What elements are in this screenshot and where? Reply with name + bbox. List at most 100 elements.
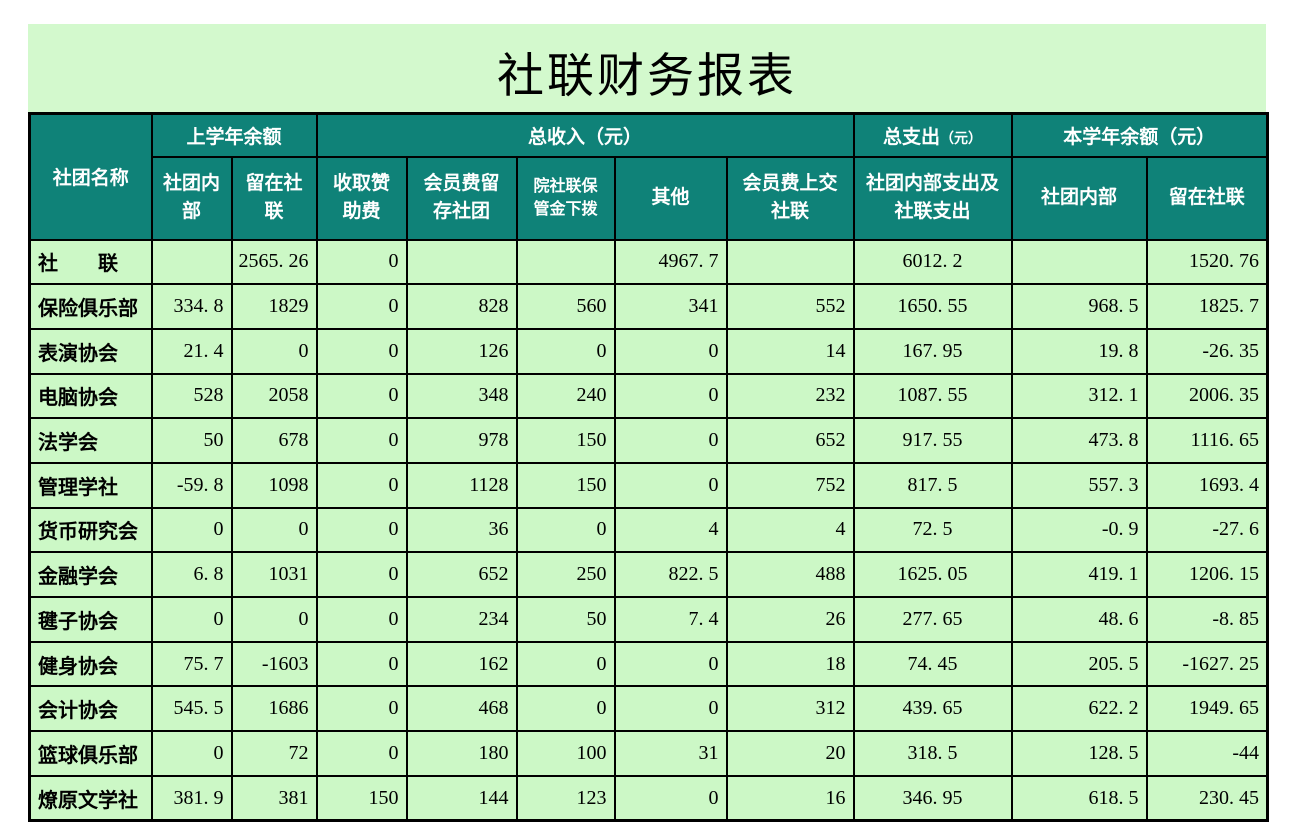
value-cell: 0	[613, 774, 728, 822]
table-row: 毽子协会 0 0 0 234 50 7. 4 26 277. 65 48. 6 -8. 85	[28, 596, 1269, 643]
value-cell: 1128	[405, 461, 518, 509]
value-cell: 381. 9	[150, 774, 233, 822]
value-cell: 0	[515, 506, 616, 554]
value-cell: 552	[725, 283, 855, 330]
col-group-last-year-balance: 上学年余额	[150, 112, 318, 158]
value-cell: 150	[515, 417, 616, 464]
value-cell: 0	[315, 283, 408, 330]
value-cell: 21. 4	[150, 327, 233, 375]
value-cell: 468	[405, 685, 518, 733]
value-cell: 36	[405, 506, 518, 554]
value-cell: 0	[315, 551, 408, 598]
value-cell: 348	[405, 372, 518, 420]
value-cell: 1116. 65	[1145, 417, 1269, 464]
value-cell: 318. 5	[852, 730, 1013, 777]
value-cell: 0	[613, 417, 728, 464]
value-cell: 917. 55	[852, 417, 1013, 464]
value-cell: 1098	[230, 461, 318, 509]
value-cell: -1627. 25	[1145, 640, 1269, 688]
club-name-cell: 电脑协会	[28, 372, 153, 420]
value-cell: 205. 5	[1010, 640, 1148, 688]
value-cell: 0	[315, 596, 408, 643]
value-cell: 19. 8	[1010, 327, 1148, 375]
col-header-college-allocation: 院社联保 管金下拨	[515, 155, 616, 241]
value-cell: 652	[405, 551, 518, 598]
page-title: 社联财务报表	[497, 50, 797, 103]
value-cell: 0	[230, 506, 318, 554]
value-cell: 2058	[230, 372, 318, 420]
value-cell: 1520. 76	[1145, 238, 1269, 286]
value-cell: 0	[315, 461, 408, 509]
value-cell: 560	[515, 283, 616, 330]
header-row-subcolumns: 社团内 部 留在社 联 收取赞 助费 会员费留 存社团 院社联保 管金下拨 其他…	[30, 155, 1269, 241]
value-cell: 7. 4	[613, 596, 728, 643]
value-cell: 1206. 15	[1145, 551, 1269, 598]
value-cell: 1693. 4	[1145, 461, 1269, 509]
value-cell: 50	[515, 596, 616, 643]
value-cell: 978	[405, 417, 518, 464]
value-cell: -1603	[230, 640, 318, 688]
value-cell: 4967. 7	[613, 238, 728, 286]
title-band: 社联财务报表	[28, 24, 1266, 112]
value-cell	[1010, 238, 1148, 286]
value-cell: 0	[515, 327, 616, 375]
value-cell: 162	[405, 640, 518, 688]
value-cell	[725, 238, 855, 286]
table-row: 会计协会 545. 5 1686 0 468 0 0 312 439. 65 622. 2 1949…	[28, 685, 1269, 733]
value-cell: -8. 85	[1145, 596, 1269, 643]
col-header-kept-union-this: 留在社联	[1145, 155, 1269, 241]
value-cell: 439. 65	[852, 685, 1013, 733]
col-header-internal-this: 社团内部	[1010, 155, 1148, 241]
club-name-cell: 社 联	[28, 238, 153, 286]
value-cell: 72	[230, 730, 318, 777]
value-cell: 250	[515, 551, 616, 598]
value-cell: 0	[150, 596, 233, 643]
value-cell: 6. 8	[150, 551, 233, 598]
club-name-cell: 管理学社	[28, 461, 153, 509]
club-name-cell: 燎原文学社	[28, 774, 153, 822]
value-cell: 0	[315, 685, 408, 733]
club-name-cell: 健身协会	[28, 640, 153, 688]
table-row: 健身协会 75. 7 -1603 0 162 0 0 18 74. 45 205. 5 -1627.…	[28, 640, 1269, 688]
value-cell: 968. 5	[1010, 283, 1148, 330]
value-cell: 0	[150, 506, 233, 554]
club-name-cell: 表演协会	[28, 327, 153, 375]
value-cell: 20	[725, 730, 855, 777]
table-row: 金融学会 6. 8 1031 0 652 250 822. 5 488 1625. 05 419.…	[28, 551, 1269, 598]
col-header-kept-union-last: 留在社 联	[230, 155, 318, 241]
col-header-internal-last: 社团内 部	[150, 155, 233, 241]
value-cell: 0	[230, 327, 318, 375]
table-row: 电脑协会 528 2058 0 348 240 0 232 1087. 55 312. 1 2006…	[28, 372, 1269, 420]
value-cell: 528	[150, 372, 233, 420]
value-cell: 75. 7	[150, 640, 233, 688]
total-expense-label: 总支出	[883, 126, 941, 148]
value-cell: 74. 45	[852, 640, 1013, 688]
club-name-cell: 法学会	[28, 417, 153, 464]
value-cell: 545. 5	[150, 685, 233, 733]
table-row: 货币研究会 0 0 0 36 0 4 4 72. 5 -0. 9 -27. 6	[28, 506, 1269, 554]
value-cell: 0	[613, 327, 728, 375]
value-cell: 0	[613, 372, 728, 420]
value-cell: 240	[515, 372, 616, 420]
col-header-club-name: 社团名称	[28, 112, 153, 241]
value-cell: 167. 95	[852, 327, 1013, 375]
value-cell: 0	[515, 685, 616, 733]
value-cell: 1825. 7	[1145, 283, 1269, 330]
value-cell	[405, 238, 518, 286]
value-cell: 488	[725, 551, 855, 598]
col-header-member-fee-paid: 会员费上交 社联	[725, 155, 855, 241]
club-name-cell: 金融学会	[28, 551, 153, 598]
finance-report-table: 社团名称 上学年余额 总收入（元） 总支出（元） 本学年余额（元） 社团内 部 …	[28, 112, 1270, 822]
value-cell: 1625. 05	[852, 551, 1013, 598]
value-cell: -59. 8	[150, 461, 233, 509]
col-group-this-year-balance: 本学年余额（元）	[1010, 112, 1269, 158]
value-cell: 419. 1	[1010, 551, 1148, 598]
table-row: 管理学社 -59. 8 1098 0 1128 150 0 752 817. 5 557. 3 16…	[28, 461, 1269, 509]
value-cell: 0	[613, 461, 728, 509]
value-cell: 473. 8	[1010, 417, 1148, 464]
value-cell: 1031	[230, 551, 318, 598]
value-cell: 0	[315, 506, 408, 554]
value-cell: 0	[150, 730, 233, 777]
value-cell: 312. 1	[1010, 372, 1148, 420]
value-cell: 0	[613, 640, 728, 688]
